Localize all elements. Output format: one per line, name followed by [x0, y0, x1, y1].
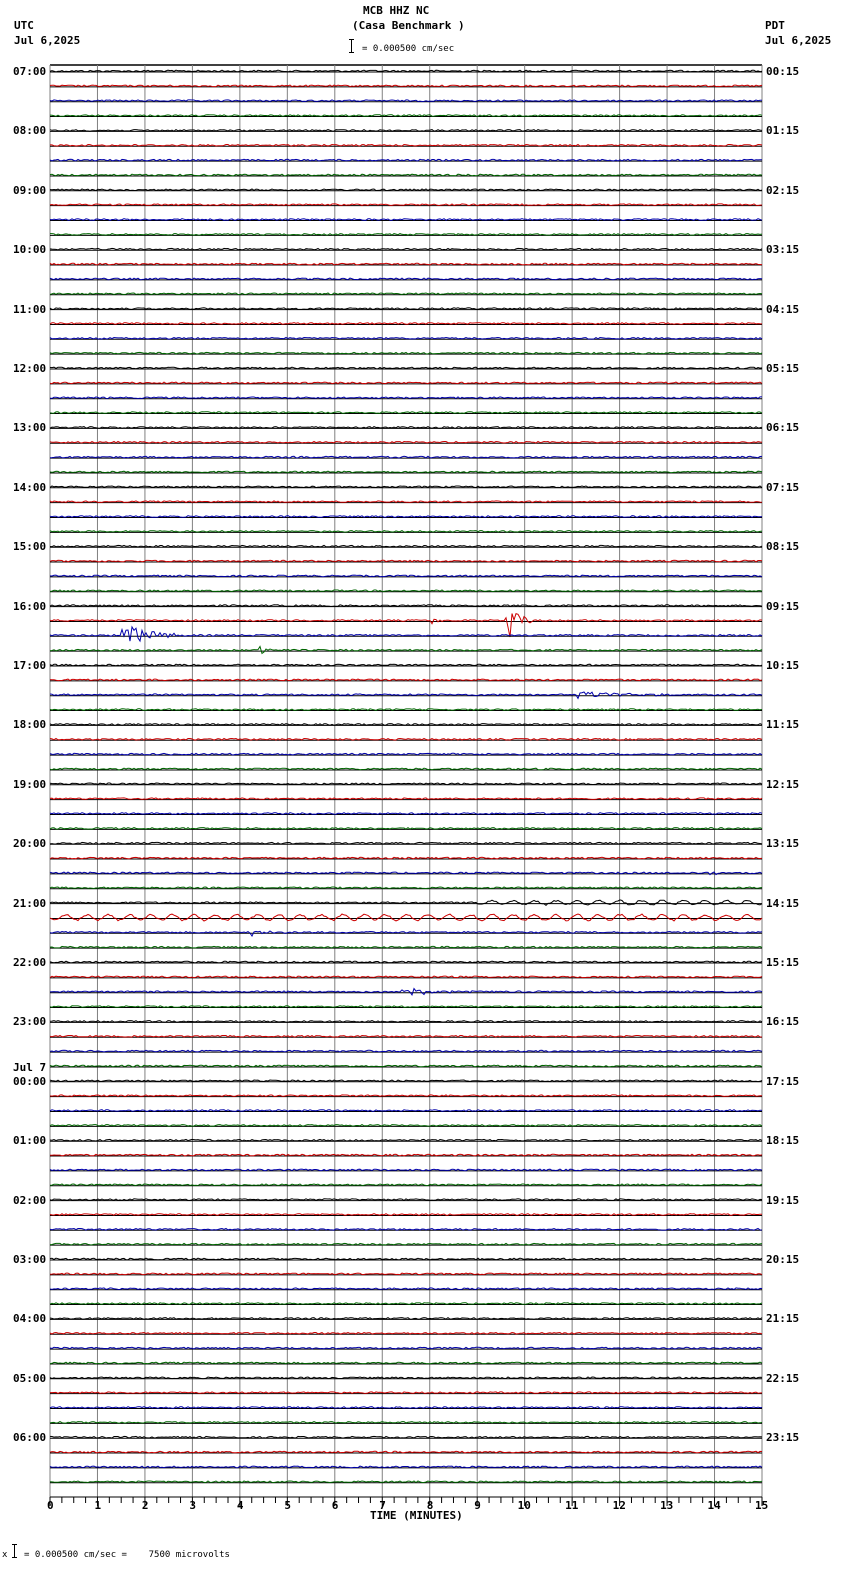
pdt-hour-label: 20:15: [766, 1253, 800, 1266]
pdt-hour-label: 16:15: [766, 1015, 800, 1029]
utc-hour-label: 21:00: [13, 896, 47, 910]
utc-hour-label: 15:00: [13, 540, 47, 554]
utc-hour-label: 02:00: [13, 1193, 47, 1207]
date-change-label: Jul 7: [13, 1060, 47, 1074]
pdt-hour-label: 14:15: [766, 896, 800, 910]
pdt-hour-label: 15:15: [766, 956, 800, 969]
x-tick-label: 12: [612, 1499, 626, 1512]
utc-hour-label: 08:00: [13, 124, 47, 138]
pdt-hour-label: 13:15: [766, 837, 800, 851]
footer-scale-text: = 0.000500 cm/sec = 7500 microvolts: [24, 1550, 230, 1560]
x-tick-label: 7: [379, 1499, 386, 1512]
x-tick-label: 14: [707, 1499, 721, 1512]
utc-hour-label: 23:00: [13, 1015, 47, 1029]
pdt-hour-label: 23:15: [766, 1431, 800, 1445]
utc-hour-label: 14:00: [13, 480, 47, 494]
utc-hour-label: 22:00: [13, 956, 47, 969]
x-tick-label: 15: [755, 1499, 769, 1512]
station-location: (Casa Benchmark ): [352, 19, 465, 32]
pdt-hour-label: 01:15: [766, 124, 800, 138]
utc-hour-label: 17:00: [13, 659, 47, 672]
pdt-hour-label: 02:15: [766, 183, 800, 197]
pdt-hour-label: 05:15: [766, 362, 800, 375]
footer-scale-cap-bottom: [12, 1557, 17, 1558]
scale-bar-cap-bottom: [349, 52, 354, 53]
utc-hour-label: 12:00: [13, 362, 47, 375]
utc-hour-label: 20:00: [13, 837, 47, 851]
pdt-hour-label: 09:15: [766, 599, 800, 613]
pdt-hour-label: 03:15: [766, 243, 800, 257]
scale-text: = 0.000500 cm/sec: [362, 44, 455, 54]
x-axis-label: TIME (MINUTES): [370, 1509, 463, 1522]
footer-marker: x: [2, 1550, 8, 1560]
x-tick-label: 4: [236, 1499, 244, 1512]
utc-hour-label: 06:00: [13, 1431, 47, 1445]
utc-hour-label: 13:00: [13, 421, 47, 435]
utc-hour-label: 04:00: [13, 1312, 47, 1326]
utc-hour-label: 10:00: [13, 243, 47, 257]
station-title: MCB HHZ NC: [363, 4, 430, 17]
scale-bar-icon: [351, 39, 352, 53]
x-tick-label: 10: [517, 1499, 531, 1512]
scale-bar-cap-top: [349, 39, 354, 40]
utc-hour-label: 01:00: [13, 1134, 47, 1148]
pdt-hour-label: 08:15: [766, 540, 800, 554]
pdt-hour-label: 21:15: [766, 1312, 800, 1326]
pdt-hour-label: 07:15: [766, 480, 800, 494]
pdt-hour-label: 04:15: [766, 302, 800, 316]
utc-hour-label: 05:00: [13, 1371, 47, 1385]
pdt-hour-label: 22:15: [766, 1371, 800, 1385]
utc-hour-label: 18:00: [13, 718, 47, 732]
x-tick-label: 9: [474, 1499, 481, 1512]
left-timezone: UTC: [14, 19, 34, 32]
pdt-hour-label: 11:15: [766, 718, 800, 732]
x-tick-label: 1: [94, 1499, 102, 1512]
x-tick-label: 13: [660, 1499, 674, 1512]
pdt-hour-label: 19:15: [766, 1193, 800, 1207]
pdt-hour-label: 00:15: [766, 65, 800, 78]
utc-hour-label: 00:00: [13, 1074, 47, 1088]
pdt-hour-label: 06:15: [766, 421, 800, 435]
pdt-hour-label: 12:15: [766, 777, 800, 791]
x-tick-label: 11: [565, 1499, 579, 1512]
utc-hour-label: 16:00: [13, 599, 47, 613]
x-tick-label: 0: [47, 1499, 54, 1512]
utc-hour-label: 07:00: [13, 65, 47, 78]
x-tick-label: 2: [141, 1499, 149, 1512]
left-date: Jul 6,2025: [14, 34, 81, 47]
utc-hour-label: 11:00: [13, 302, 47, 316]
pdt-hour-label: 18:15: [766, 1134, 800, 1148]
right-date: Jul 6,2025: [765, 34, 832, 47]
pdt-hour-label: 10:15: [766, 659, 800, 672]
pdt-hour-label: 17:15: [766, 1074, 800, 1088]
x-tick-label: 6: [331, 1499, 339, 1512]
x-tick-label: 3: [189, 1499, 197, 1512]
x-tick-label: 8: [426, 1499, 434, 1512]
footer-scale-cap-top: [12, 1544, 17, 1545]
utc-hour-label: 09:00: [13, 183, 47, 197]
footer-scale-bar-icon: [14, 1544, 15, 1558]
x-tick-label: 5: [284, 1499, 291, 1512]
utc-hour-label: 19:00: [13, 777, 47, 791]
right-timezone: PDT: [765, 19, 785, 32]
utc-hour-label: 03:00: [13, 1253, 47, 1266]
